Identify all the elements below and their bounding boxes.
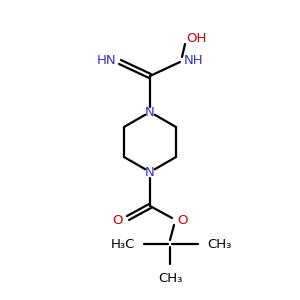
Text: N: N	[145, 106, 155, 118]
Text: N: N	[145, 166, 155, 178]
Text: H₃C: H₃C	[111, 238, 135, 250]
Text: CH₃: CH₃	[207, 238, 231, 250]
Text: O: O	[177, 214, 188, 227]
Text: OH: OH	[186, 32, 206, 46]
Text: HN: HN	[96, 55, 116, 68]
Text: O: O	[112, 214, 123, 227]
Text: CH₃: CH₃	[158, 272, 182, 285]
Text: NH: NH	[184, 55, 204, 68]
